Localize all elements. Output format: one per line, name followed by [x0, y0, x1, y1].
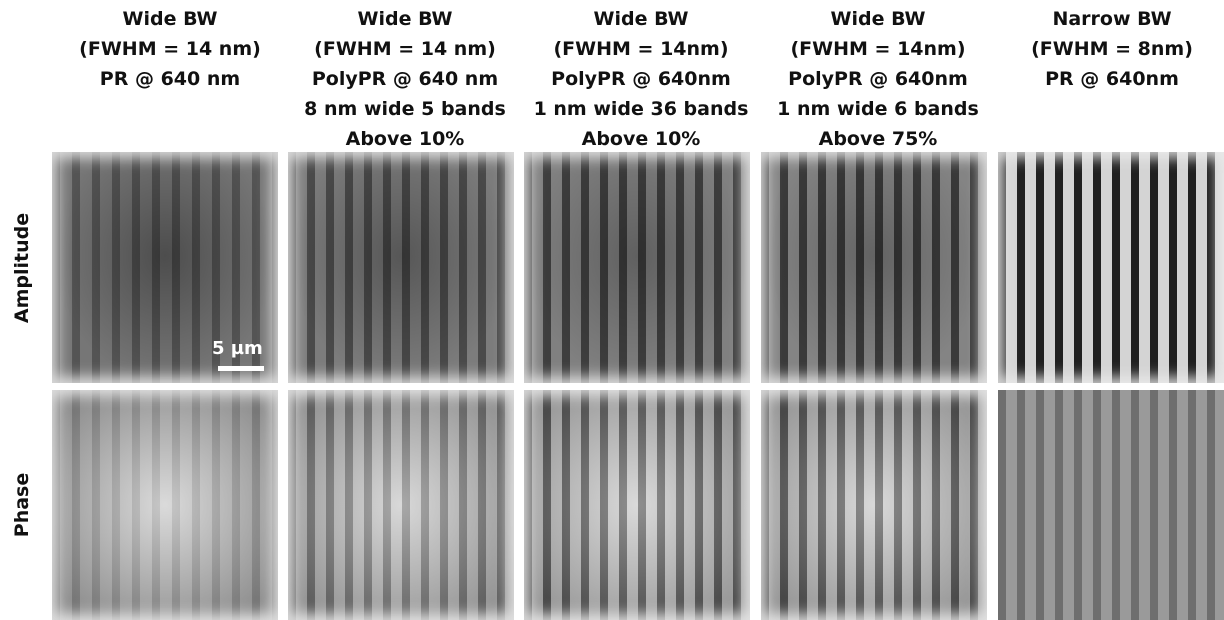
header-line: PolyPR @ 640nm [523, 64, 759, 94]
phase-image [524, 390, 750, 620]
header-line: PR @ 640 nm [52, 64, 288, 94]
amplitude-image [998, 152, 1224, 383]
header-line: 1 nm wide 6 bands [760, 94, 996, 124]
phase-image [52, 390, 278, 620]
amplitude-image [761, 152, 987, 383]
header-line: (FWHM = 14nm) [523, 34, 759, 64]
header-line: 1 nm wide 36 bands [523, 94, 759, 124]
header-line: PR @ 640nm [994, 64, 1224, 94]
phase-image [761, 390, 987, 620]
column-header: Wide BW(FWHM = 14 nm)PR @ 640 nm [52, 4, 288, 94]
header-line: (FWHM = 14 nm) [287, 34, 523, 64]
phase-image [998, 390, 1224, 620]
amplitude-image [524, 152, 750, 383]
header-line: Wide BW [760, 4, 996, 34]
header-line: PolyPR @ 640 nm [287, 64, 523, 94]
header-line: Above 10% [523, 124, 759, 154]
header-line: Above 75% [760, 124, 996, 154]
amplitude-image [288, 152, 514, 383]
column-header: Narrow BW(FWHM = 8nm)PR @ 640nm [994, 4, 1224, 94]
row-label: Phase [11, 473, 33, 537]
figure: Wide BW(FWHM = 14 nm)PR @ 640 nm Wide BW… [0, 0, 1224, 620]
header-line: Above 10% [287, 124, 523, 154]
header-line: (FWHM = 14nm) [760, 34, 996, 64]
header-line: (FWHM = 14 nm) [52, 34, 288, 64]
phase-image [288, 390, 514, 620]
header-line: Wide BW [287, 4, 523, 34]
scale-bar-label: 5 µm [212, 338, 263, 359]
header-line: PolyPR @ 640nm [760, 64, 996, 94]
header-line: Wide BW [523, 4, 759, 34]
header-line: Narrow BW [994, 4, 1224, 34]
header-line: (FWHM = 8nm) [994, 34, 1224, 64]
row-label: Amplitude [11, 213, 33, 323]
header-line: 8 nm wide 5 bands [287, 94, 523, 124]
scale-bar [218, 366, 264, 371]
header-line: Wide BW [52, 4, 288, 34]
